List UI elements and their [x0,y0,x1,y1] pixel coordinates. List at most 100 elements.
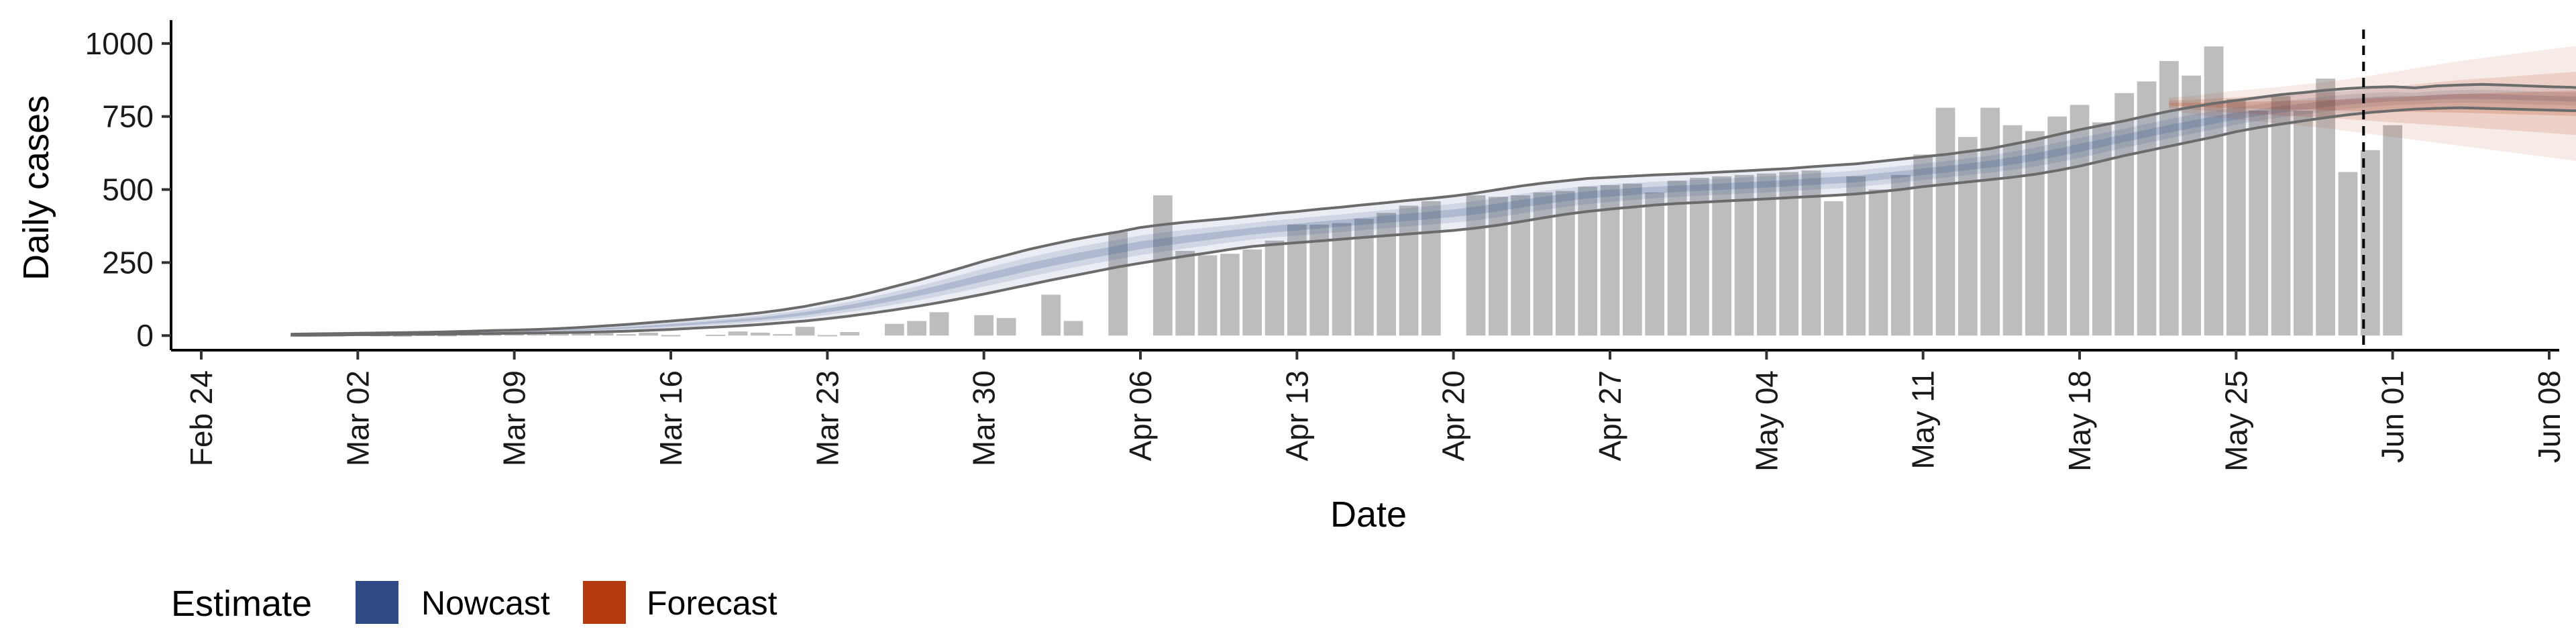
case-bar [1511,195,1530,336]
case-bar [2271,96,2291,336]
x-tick-label: Mar 16 [653,370,688,466]
legend-label-nowcast: Nowcast [421,584,550,622]
case-bar [1041,294,1061,336]
x-tick-label: Mar 02 [340,370,375,466]
case-bar [1690,178,1709,336]
case-bar [2159,61,2179,336]
case-bar [1868,189,1888,336]
x-tick-label: Mar 09 [497,370,532,466]
case-bar [482,334,502,336]
estimate-lines [290,83,2576,337]
x-tick-label: Jun 01 [2375,370,2410,463]
case-bar [2002,125,2023,336]
case-bar [2249,111,2268,336]
legend-swatch-forecast [583,581,626,624]
case-bar [1309,224,1329,336]
case-bar [1935,107,1955,336]
y-tick-label: 750 [102,99,154,134]
case-bar [1242,249,1262,336]
case-bars [325,46,2402,337]
case-bar [1265,240,1285,336]
forecast-band-0 [2169,46,2576,162]
case-bar [1980,107,2000,336]
case-bar [1824,201,1843,336]
legend-title: Estimate [171,584,312,624]
axes: 0 250 500 750 1000 Feb 24 Mar 02 Mar 09 Mar 16 Ma… [85,20,2567,472]
case-bar [616,334,636,336]
case-bar [885,323,904,336]
case-bar [1891,174,1911,336]
case-bar [2294,111,2313,336]
case-bar [2114,93,2134,336]
forecast-band-1 [2169,72,2576,136]
case-bar [996,318,1016,336]
case-bar [2316,78,2335,336]
legend-label-forecast: Forecast [647,584,777,622]
case-bar [795,327,815,336]
case-bar [549,332,569,336]
nowcast-lower-line [290,106,2576,337]
case-bar [751,332,770,336]
case-bar [1332,223,1352,336]
case-bar [437,335,457,337]
case-bar [1489,197,1508,336]
case-bar [706,334,725,336]
case-bar [974,315,994,336]
x-tick-label: May 11 [1906,370,1941,469]
case-bar [818,335,837,337]
case-bar [661,335,681,337]
nowcast-band-2 [290,93,2576,335]
x-tick-label: Jun 08 [2532,370,2567,463]
case-bar [2025,131,2045,336]
case-bar [1153,195,1173,336]
case-bar [1197,255,1218,336]
forecast-band-2 [2169,91,2576,117]
x-tick-label: May 04 [1749,370,1784,472]
nowcast-band-1 [290,89,2576,335]
case-bar [1175,251,1195,336]
legend-swatch-nowcast [356,581,398,624]
case-bar [907,321,926,336]
case-bar [2092,122,2112,336]
case-bar [2137,81,2157,336]
case-bar [527,333,547,336]
case-bar [728,331,748,336]
case-bar [2383,125,2402,336]
x-tick-label: Mar 30 [967,370,1002,466]
case-bar [1712,176,1731,336]
case-bar [2204,46,2224,336]
y-axis-title: Daily cases [16,95,56,280]
y-tick-label: 1000 [85,26,154,61]
case-bar [1645,192,1664,336]
case-bar [773,334,792,336]
case-bar [392,335,413,337]
y-tick-label: 500 [102,172,154,207]
x-tick-label: Apr 20 [1436,370,1471,462]
y-tick-label: 0 [136,318,154,353]
case-bar [594,333,614,336]
case-bar [572,332,591,336]
case-bar [639,332,658,336]
nowcast-upper-line [290,83,2576,336]
x-tick-label: Apr 06 [1123,370,1158,462]
case-bar [2047,116,2067,336]
case-bar [1667,180,1687,336]
case-bar [2070,105,2090,336]
case-bar [1108,231,1128,336]
x-tick-label: Apr 27 [1593,370,1627,462]
case-bar [2226,99,2246,336]
case-bar [1958,137,1978,336]
case-bar [1466,195,1486,336]
case-bar [2338,172,2358,336]
legend: Estimate Nowcast Forecast [171,581,777,624]
case-bar [1377,213,1396,336]
x-tick-label: Feb 24 [184,370,219,466]
x-axis-title: Date [1330,494,1407,535]
case-bar [1063,321,1083,336]
case-bar [929,312,949,336]
y-tick-label: 250 [102,245,154,280]
x-tick-label: Mar 23 [810,370,845,466]
case-bar [1399,205,1419,336]
case-bar [1846,176,1866,336]
